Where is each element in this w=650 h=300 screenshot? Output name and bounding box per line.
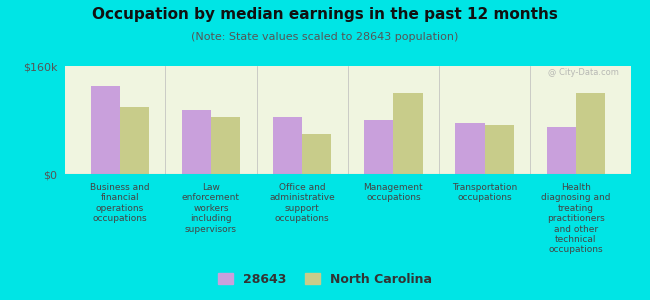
Bar: [302, 134, 332, 174]
Bar: [211, 117, 240, 174]
Bar: [120, 106, 149, 174]
Bar: [484, 125, 514, 174]
Bar: [547, 127, 576, 174]
Text: @ City-Data.com: @ City-Data.com: [549, 68, 619, 77]
Bar: [576, 93, 605, 174]
Bar: [456, 123, 484, 174]
Bar: [273, 117, 302, 174]
Text: (Note: State values scaled to 28643 population): (Note: State values scaled to 28643 popu…: [191, 32, 459, 41]
Bar: [90, 86, 120, 174]
Legend: 28643, North Carolina: 28643, North Carolina: [213, 268, 437, 291]
Bar: [182, 110, 211, 174]
Bar: [364, 120, 393, 174]
Text: Occupation by median earnings in the past 12 months: Occupation by median earnings in the pas…: [92, 8, 558, 22]
Bar: [393, 93, 422, 174]
